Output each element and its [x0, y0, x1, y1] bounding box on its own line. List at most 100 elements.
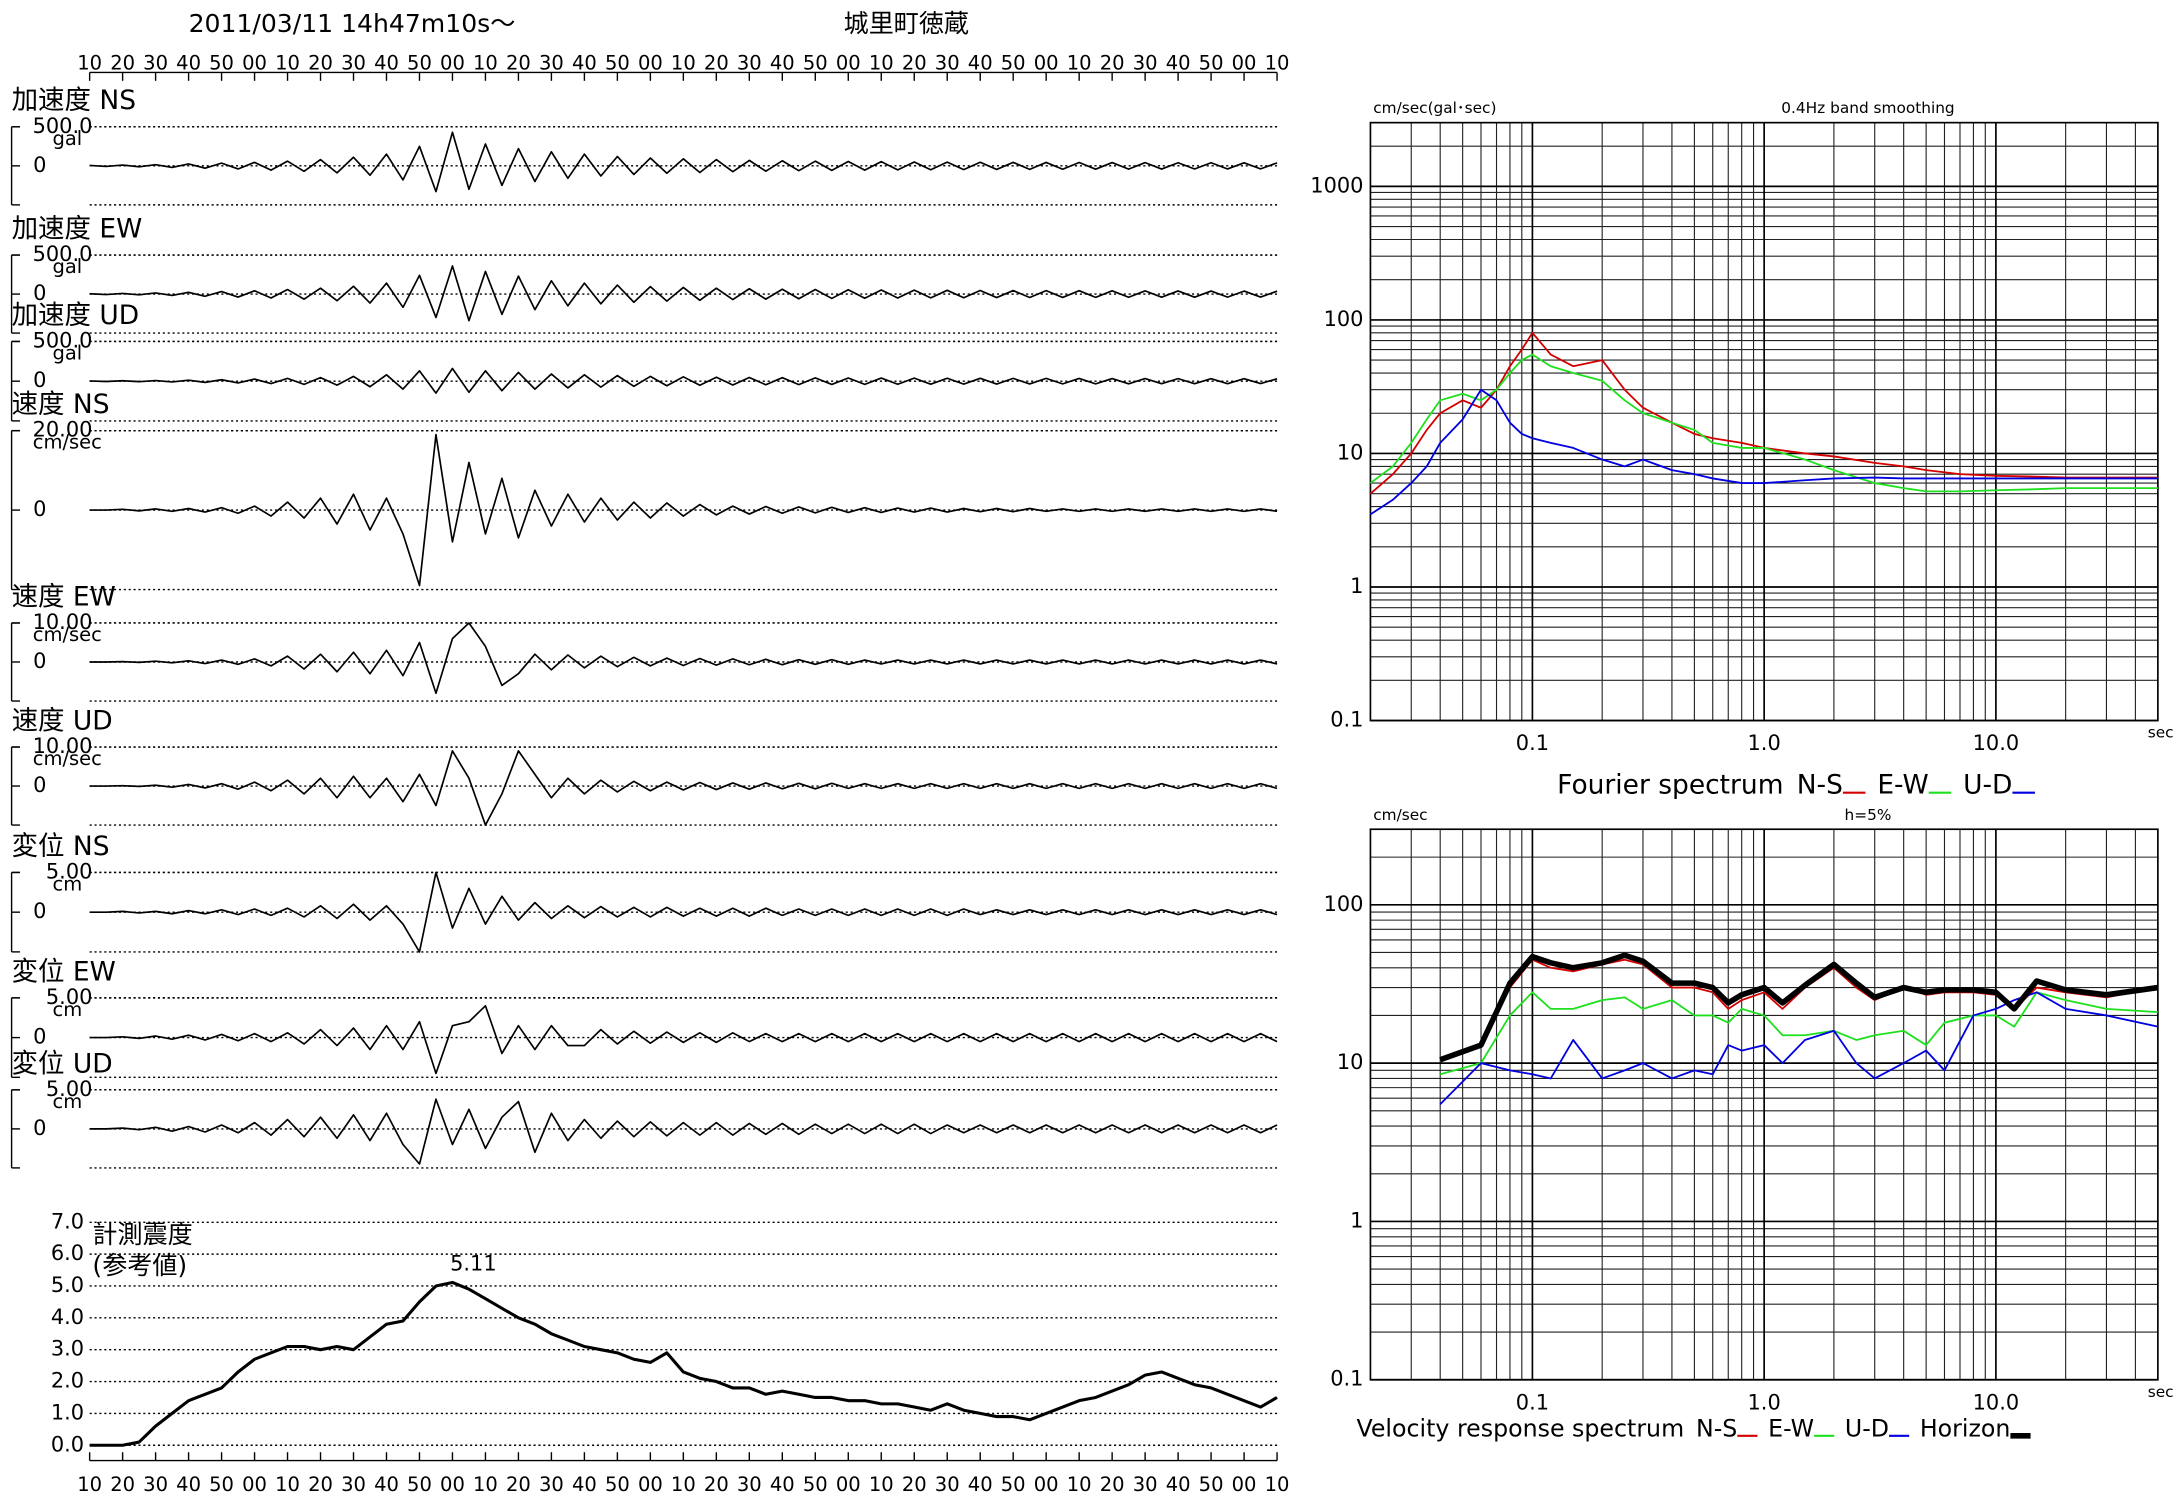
x-tick-label: 20 — [902, 1473, 927, 1496]
y-tick-label: 0 — [33, 649, 46, 673]
x-tick-label: 20 — [110, 1473, 135, 1496]
waveform-trace — [89, 871, 1278, 953]
y-tick-label: 3.0 — [51, 1337, 84, 1361]
y-tick-label: 0.1 — [1330, 1367, 1363, 1391]
intensity-title: 計測震度 — [92, 1220, 192, 1249]
y-tick-label: 10.00 — [33, 610, 93, 634]
x-tick-label: 20 — [506, 52, 531, 75]
x-tick-label: 30 — [737, 1473, 762, 1496]
caption-title: Fourier spectrum — [1557, 770, 1783, 801]
y-tick-label: 0.1 — [1330, 708, 1363, 732]
waveform-trace — [89, 367, 1278, 394]
x-tick-label: 20 — [902, 52, 927, 75]
x-tick-label: 10.0 — [1973, 1390, 2020, 1414]
y-tick-label: 0 — [33, 497, 46, 521]
panel-label: 速度 UD — [12, 705, 113, 736]
panel-label: 速度 EW — [12, 581, 116, 612]
y-tick-label: 5.00 — [46, 859, 93, 883]
x-axis-label: sec — [2148, 1383, 2174, 1401]
x-tick-label: 00 — [638, 52, 663, 75]
y-tick-label: 100 — [1324, 892, 1364, 916]
x-tick-label: 50 — [605, 52, 630, 75]
y-tick-label: 0 — [33, 773, 46, 797]
x-tick-label: 0.1 — [1516, 1390, 1549, 1414]
y-tick-label: 7.0 — [51, 1209, 84, 1233]
y-tick-label: 6.0 — [51, 1241, 84, 1265]
x-tick-label: 20 — [110, 52, 135, 75]
panel-label: 変位 NS — [12, 831, 110, 862]
waveform-trace — [89, 1004, 1278, 1075]
x-tick-label: 40 — [968, 52, 993, 75]
x-tick-label: 50 — [1001, 52, 1026, 75]
x-tick-label: 40 — [770, 52, 795, 75]
y-tick-label: 5.0 — [51, 1273, 84, 1297]
x-tick-label: 10 — [77, 1473, 102, 1496]
x-tick-label: 30 — [539, 1473, 564, 1496]
x-tick-label: 30 — [935, 1473, 960, 1496]
panel-label: 加速度 NS — [12, 85, 136, 116]
y-tick-label: 1000 — [1310, 173, 1363, 197]
waveform-trace — [89, 265, 1278, 322]
station-name: 城里町徳蔵 — [844, 9, 969, 38]
y-tick-label: 10 — [1337, 1050, 1364, 1074]
y-tick-label: 1 — [1350, 1208, 1363, 1232]
plot-frame — [1369, 121, 2159, 722]
y-tick-label: 500.0 — [33, 114, 93, 138]
x-tick-label: 50 — [1001, 1473, 1026, 1496]
unit-label: gal — [52, 255, 82, 278]
x-tick-label: 50 — [209, 52, 234, 75]
intensity-subtitle: (参考値) — [92, 1251, 187, 1280]
legend-label: N-S — [1696, 1414, 1737, 1442]
x-tick-label: 40 — [1166, 1473, 1191, 1496]
x-tick-label: 20 — [1100, 1473, 1125, 1496]
panel-label: 加速度 EW — [12, 213, 143, 244]
y-tick-label: 0 — [33, 153, 46, 177]
waveform-trace — [89, 1098, 1278, 1165]
intensity-line — [89, 1280, 1278, 1447]
x-tick-label: 1.0 — [1748, 731, 1781, 755]
legend-label: U-D — [1963, 770, 2012, 801]
x-tick-label: 40 — [374, 1473, 399, 1496]
x-tick-label: 10 — [1265, 52, 1290, 75]
x-tick-label: 20 — [308, 52, 333, 75]
waveform-trace — [89, 433, 1278, 587]
x-tick-label: 00 — [1034, 1473, 1059, 1496]
x-tick-label: 00 — [836, 52, 861, 75]
unit-label: cm/sec — [33, 747, 102, 770]
spectrum-line — [1439, 991, 2159, 1105]
x-tick-label: 50 — [605, 1473, 630, 1496]
y-tick-label: 100 — [1324, 307, 1364, 331]
panel-label: 変位 UD — [12, 1048, 113, 1079]
panel-label: 速度 NS — [12, 389, 110, 420]
y-tick-label: 2.0 — [51, 1369, 84, 1393]
x-tick-label: 30 — [539, 52, 564, 75]
y-tick-label: 0 — [33, 368, 46, 392]
x-tick-label: 40 — [1166, 52, 1191, 75]
y-tick-label: 10.00 — [33, 734, 93, 758]
plot-note: h=5% — [1845, 806, 1892, 824]
x-tick-label: 40 — [176, 1473, 201, 1496]
x-tick-label: 00 — [242, 52, 267, 75]
legend-label: E-W — [1768, 1414, 1814, 1442]
x-tick-label: 20 — [704, 1473, 729, 1496]
x-tick-label: 40 — [374, 52, 399, 75]
x-tick-label: 30 — [737, 52, 762, 75]
x-tick-label: 00 — [1232, 1473, 1257, 1496]
spectrum-line — [1369, 353, 2158, 493]
spectrum-line — [1369, 388, 2158, 516]
unit-label: cm — [52, 1090, 82, 1113]
legend-label: Horizon — [1920, 1414, 2011, 1442]
spectrum-line — [1369, 331, 2158, 495]
x-tick-label: 40 — [176, 52, 201, 75]
x-tick-label: 30 — [935, 52, 960, 75]
x-tick-label: 50 — [803, 52, 828, 75]
panel-label: 加速度 UD — [12, 300, 140, 331]
x-tick-label: 40 — [572, 1473, 597, 1496]
x-tick-label: 00 — [836, 1473, 861, 1496]
y-tick-label: 0.0 — [51, 1432, 84, 1456]
x-tick-label: 00 — [638, 1473, 663, 1496]
x-tick-label: 10 — [275, 52, 300, 75]
spectrum-line — [1439, 991, 2158, 1076]
